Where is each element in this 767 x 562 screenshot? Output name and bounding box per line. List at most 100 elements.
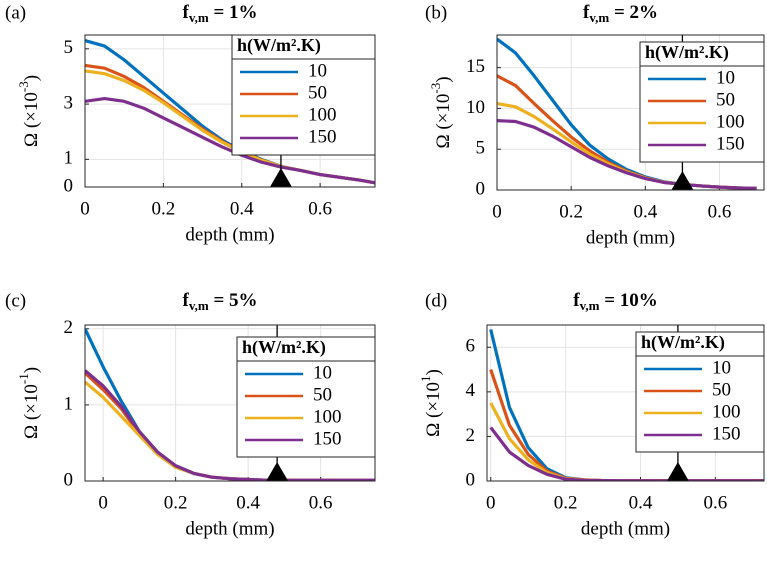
x-axis-label: depth (mm) [185,518,274,539]
title-after: = 5% [209,290,258,311]
chart-title: fv,m = 10% [573,290,658,313]
x-tick-label: 0.2 [554,492,578,513]
x-axis-label: depth (mm) [586,227,675,248]
y-label-sup: 1 [418,375,433,382]
panel-label: (b) [425,2,447,23]
series-group [497,37,757,190]
legend-label: 50 [712,379,731,400]
x-tick-label: 0.2 [559,201,583,222]
legend-label: 150 [716,133,745,154]
x-tick-label: 0 [98,492,108,513]
legend-label: 10 [716,67,735,88]
x-tick-label: 0.4 [633,201,657,222]
y-label-main: Ω (×10 [433,94,454,149]
y-tick-label: 5 [476,138,486,159]
x-tick-label: 0.4 [230,198,254,219]
title-sub: v,m [580,298,600,313]
y-tick-label: 1 [64,148,74,169]
y-axis-label: Ω (×10-1) [16,367,42,439]
y-tick-label: 10 [466,97,485,118]
chart-title: fv,m = 5% [182,290,257,313]
y-label-after: ) [21,367,42,373]
x-axis-label: depth (mm) [581,518,670,539]
y-label-after: ) [433,76,454,82]
title-main: f [573,290,580,311]
legend-label: 50 [313,384,332,405]
legend-label: 100 [712,401,741,422]
y-label-sup: -1 [16,373,31,384]
y-label-main: Ω (×10 [21,92,42,147]
legend-label: 10 [308,60,327,81]
y-label-main: Ω (×10 [423,382,444,437]
panel-label: (d) [425,290,447,311]
legend-label: 150 [712,423,741,444]
panel-label: (a) [5,2,26,23]
chart-title: fv,m = 1% [182,2,257,25]
x-tick-label: 0 [492,201,502,222]
x-tick-label: 0 [80,198,90,219]
x-tick-label: 0.4 [629,492,653,513]
x-axis-label: depth (mm) [185,224,274,245]
legend-title: h(W/m².K) [645,42,729,63]
panel-label: (c) [5,290,26,311]
y-label-sup: -3 [428,83,443,94]
title-after: = 1% [209,2,258,23]
x-tick-label: 0.4 [236,492,260,513]
legend-title: h(W/m².K) [237,35,321,56]
title-main: f [182,2,189,23]
y-axis-label: Ω (×101) [418,369,444,437]
legend-label: 10 [313,362,332,383]
legend-label: 10 [712,357,731,378]
y-label-after: ) [21,75,42,81]
legend-title: h(W/m².K) [641,332,725,353]
x-tick-label: 0.6 [308,198,332,219]
y-label-main: Ω (×10 [21,384,42,439]
marker-triangle [666,462,689,481]
y-tick-label: 6 [466,336,476,357]
legend-label: 100 [308,104,337,125]
title-main: f [182,290,189,311]
legend-label: 100 [716,111,745,132]
title-sub: v,m [189,298,209,313]
legend-label: 100 [313,406,342,427]
chart-title: fv,m = 2% [583,2,658,25]
title-after: = 10% [599,290,657,311]
y-tick-label: 5 [64,37,74,58]
y-axis-label: Ω (×10-3) [428,76,454,148]
marker-triangle [269,168,292,187]
legend-title: h(W/m².K) [242,337,326,358]
series-line [497,119,757,190]
title-sub: v,m [589,10,609,25]
title-after: = 2% [609,2,658,23]
y-tick-label: 0 [476,178,486,199]
x-tick-label: 0 [486,492,496,513]
y-label-after: ) [423,369,444,375]
x-tick-label: 0.2 [164,492,188,513]
y-tick-label: 0 [466,469,476,490]
series-line [85,369,375,481]
title-sub: v,m [189,10,209,25]
x-tick-label: 0.6 [703,492,727,513]
legend-label: 150 [308,126,337,147]
y-tick-label: 2 [64,317,74,338]
x-tick-label: 0.2 [152,198,176,219]
legend-label: 50 [308,82,327,103]
y-tick-label: 3 [64,92,74,113]
marker-triangle [266,462,289,481]
y-label-sup: -3 [16,81,31,92]
x-tick-label: 0.6 [309,492,333,513]
legend-label: 50 [716,89,735,110]
y-tick-label: 1 [64,393,74,414]
marker-triangle [671,171,694,190]
y-axis-label: Ω (×10-3) [16,75,42,147]
y-tick-label: 2 [466,425,476,446]
title-main: f [583,2,590,23]
y-tick-label: 0 [64,469,74,490]
x-tick-label: 0.6 [708,201,732,222]
